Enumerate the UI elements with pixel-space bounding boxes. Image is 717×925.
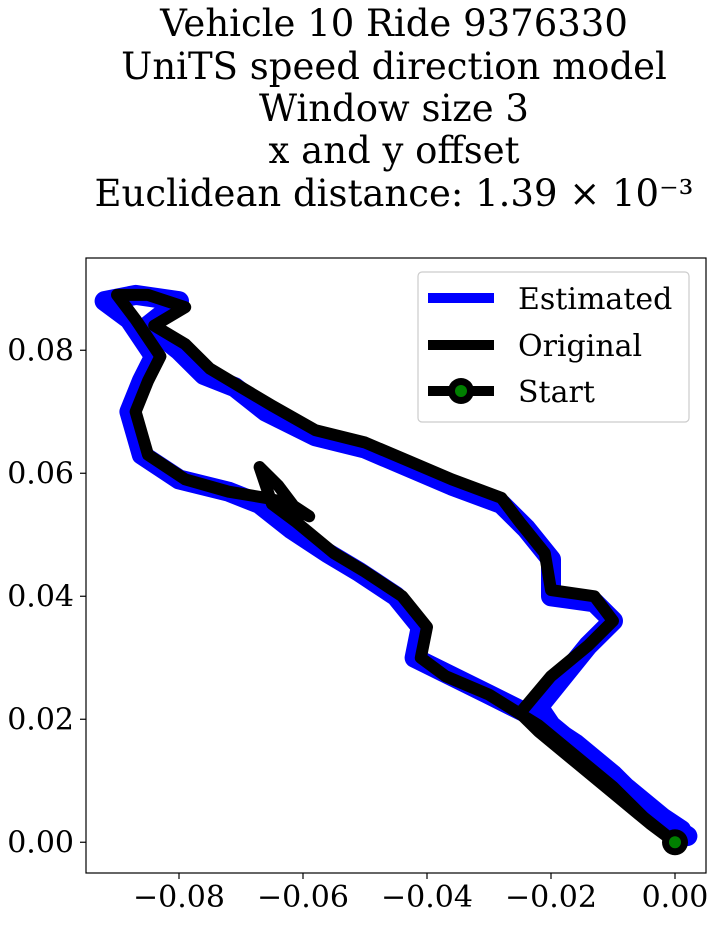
y-tick-label: 0.06: [7, 456, 74, 491]
x-tick-label: 0.00: [642, 880, 709, 915]
y-tick-label: 0.02: [7, 702, 74, 737]
series-line-original: [111, 288, 681, 849]
plot-frame: [85, 257, 707, 874]
legend: Estimated Original Start: [417, 271, 690, 423]
start-marker: [669, 836, 681, 849]
x-tick-label: −0.06: [257, 880, 349, 915]
title-line-4: x and y offset: [269, 129, 520, 172]
legend-label-start: Start: [518, 375, 595, 410]
title-line-2: UniTS speed direction model: [121, 45, 667, 88]
legend-start-marker: [455, 385, 467, 397]
plot-area: [94, 284, 698, 856]
title-line-3: Window size 3: [259, 87, 529, 130]
title-line-5: Euclidean distance: 1.39 × 10⁻³: [95, 172, 694, 215]
y-tick-label: 0.08: [7, 333, 74, 368]
legend-box: [417, 271, 690, 423]
title-line-1: Vehicle 10 Ride 9376330: [159, 2, 628, 45]
y-tick-label: 0.00: [7, 825, 74, 860]
legend-label-estimated: Estimated: [518, 282, 672, 317]
axes: −0.08 −0.06 −0.04 −0.02 0.00 0.00 0.02 0.04 0.06…: [7, 257, 709, 915]
x-tick-label: −0.08: [133, 880, 225, 915]
x-tick-label: −0.04: [381, 880, 473, 915]
legend-label-original: Original: [518, 329, 642, 364]
x-tick-label: −0.02: [505, 880, 597, 915]
y-tick-label: 0.04: [7, 579, 74, 614]
